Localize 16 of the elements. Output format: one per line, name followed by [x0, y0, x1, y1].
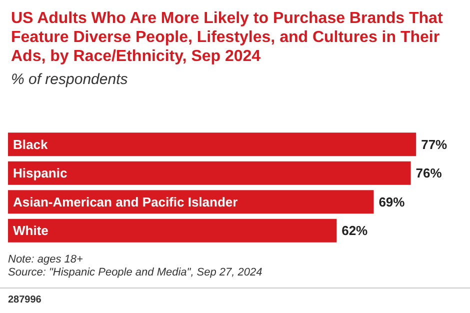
y-tick-label: Asian-American and Pacific Islander — [13, 194, 238, 210]
text: Note: ages 18+ — [8, 254, 84, 266]
source-note: Source: "Hispanic People and Media", Sep 27, 2024 — [8, 266, 262, 278]
y-tick-label: Hispanic — [13, 166, 68, 181]
data-label: 77% — [421, 136, 448, 152]
text: 287996 — [8, 294, 42, 306]
y-tick-label: Black — [13, 136, 48, 152]
y-tick-label: White — [13, 223, 48, 238]
bar — [8, 218, 337, 242]
bar — [8, 161, 411, 185]
chart-title: US Adults Who Are More Likely to Purchase Brands That Feature Diverse People, Lifestyles, and Cultures in Their Ads, by Race/Ethnicity, Sep 2024 — [11, 10, 448, 65]
data-label: 62% — [342, 223, 368, 238]
data-label: 76% — [416, 166, 442, 181]
data-label: 69% — [378, 194, 406, 210]
chart-subtitle: % of respondents — [11, 71, 128, 88]
bar — [8, 132, 416, 156]
